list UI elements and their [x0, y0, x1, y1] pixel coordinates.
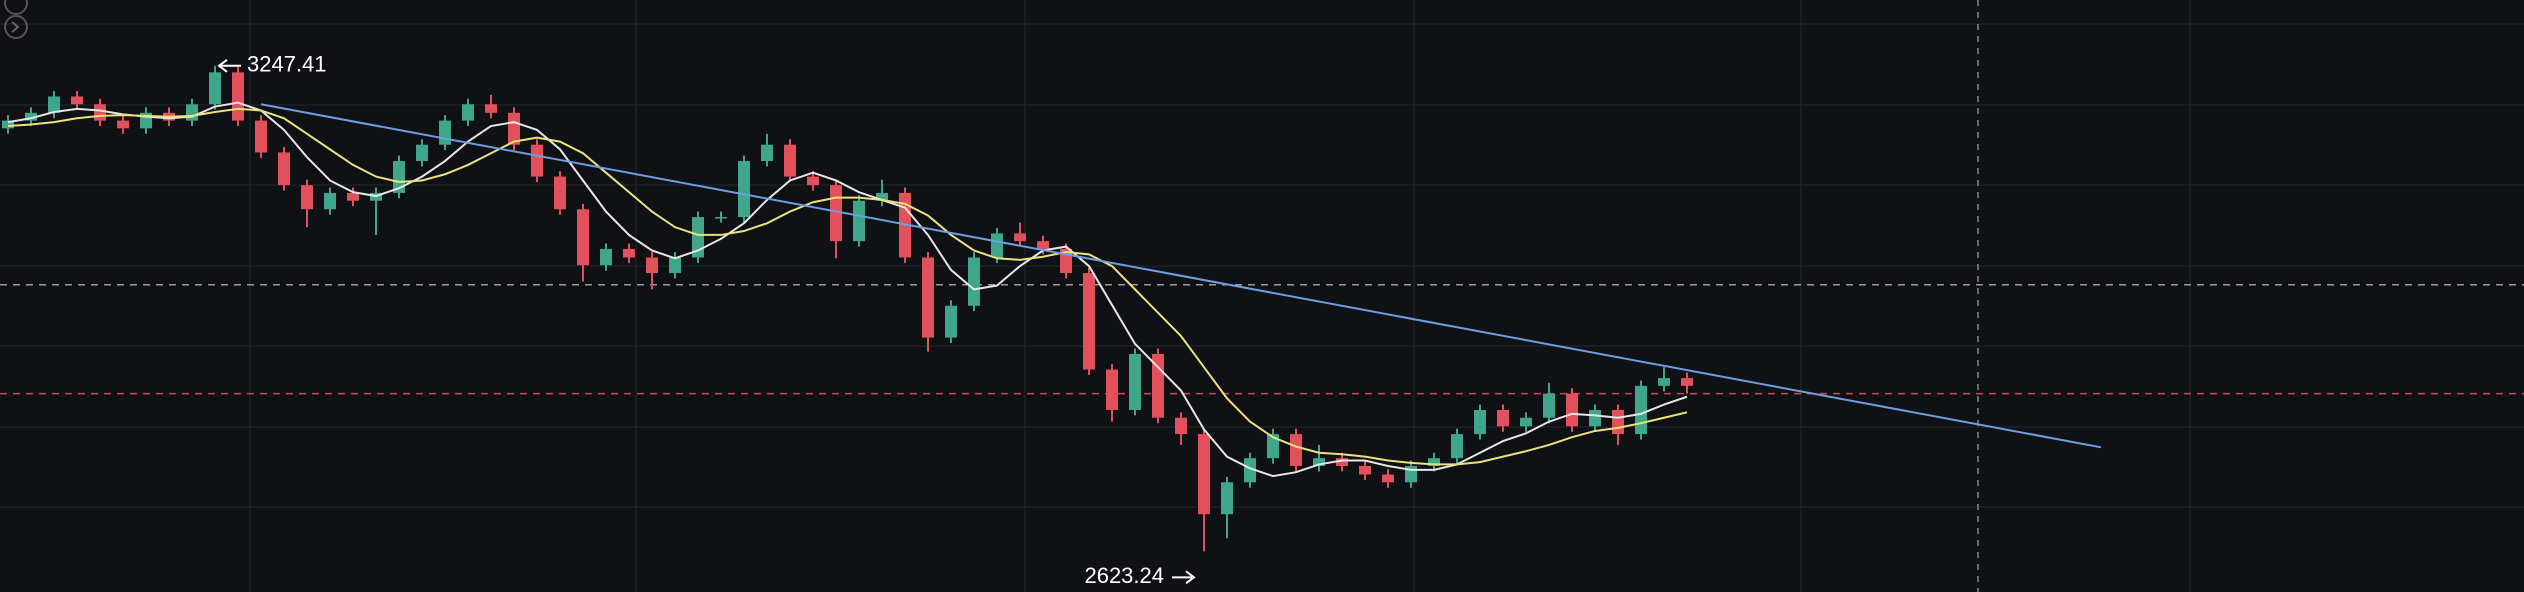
- candle-body: [784, 144, 796, 177]
- candle-body: [1681, 378, 1693, 386]
- candle-body: [1129, 353, 1141, 410]
- candle-body: [738, 161, 750, 218]
- candle-body: [209, 72, 221, 105]
- candle-body: [1474, 409, 1486, 435]
- candle-body: [508, 112, 520, 145]
- candle-body: [1106, 369, 1118, 410]
- candle-body: [1267, 434, 1279, 459]
- candle-body: [1543, 393, 1555, 418]
- max-label: 3247.41: [247, 52, 327, 77]
- candle-body: [347, 192, 359, 201]
- candle-body: [991, 233, 1003, 258]
- candle-body: [1658, 378, 1670, 386]
- candle-body: [1221, 482, 1233, 515]
- candle-body: [485, 104, 497, 113]
- candle-body: [1566, 393, 1578, 427]
- candle-body: [416, 144, 428, 162]
- trend-line: [260, 103, 2102, 449]
- candle-body: [1428, 458, 1440, 466]
- candle-body: [807, 176, 819, 186]
- candle-body: [876, 192, 888, 201]
- candle-body: [623, 248, 635, 258]
- candle-body: [324, 192, 336, 210]
- candle-body: [25, 112, 37, 121]
- moving-average: [7, 107, 1688, 466]
- min-label: 2623.24: [1084, 563, 1164, 588]
- plot: 3247.41 2623.24: [0, 52, 2524, 588]
- candle-body: [922, 257, 934, 338]
- candle-body: [600, 248, 612, 266]
- candle-body: [577, 209, 589, 266]
- candle-body: [1083, 273, 1095, 370]
- candle-body: [1451, 434, 1463, 459]
- candle-body: [48, 96, 60, 113]
- candle-body: [1244, 458, 1256, 483]
- candle-body: [1520, 417, 1532, 427]
- candle-body: [1589, 409, 1601, 427]
- candle-body: [945, 305, 957, 338]
- candle-body: [692, 217, 704, 258]
- candle-body: [117, 120, 129, 129]
- toolbar-icon[interactable]: [4, 0, 28, 15]
- candle-body: [1014, 233, 1026, 242]
- moving-average: [7, 101, 1688, 478]
- candle-body: [853, 200, 865, 242]
- candle-body: [1612, 409, 1624, 435]
- candle-body: [278, 152, 290, 186]
- candle-body: [968, 257, 980, 306]
- candle-body: [1198, 434, 1210, 515]
- toolbar-icon[interactable]: [4, 15, 28, 39]
- candle-body: [1382, 474, 1394, 483]
- candle-body: [439, 120, 451, 145]
- candle-body: [255, 120, 267, 153]
- candle-body: [1313, 458, 1325, 466]
- candle-body: [71, 96, 83, 105]
- candle-body: [94, 104, 106, 121]
- candle-body: [761, 144, 773, 162]
- candle-body: [1290, 434, 1302, 466]
- candle-body: [669, 257, 681, 274]
- candle-body: [393, 161, 405, 193]
- candle-body: [531, 144, 543, 177]
- label-arrow: [217, 59, 241, 73]
- toolbar-icon-glyph: [11, 21, 20, 33]
- candle-body: [1175, 417, 1187, 435]
- candle-body: [554, 176, 566, 210]
- candle-body: [186, 104, 198, 121]
- candle-body: [232, 72, 244, 121]
- candle-body: [715, 217, 727, 219]
- label-arrow: [1172, 570, 1196, 585]
- candle-body: [2, 120, 14, 129]
- candle-body: [1635, 385, 1647, 435]
- candle-body: [1359, 465, 1371, 475]
- candle-body: [1497, 409, 1509, 427]
- candle-body: [462, 104, 474, 121]
- candle-body: [646, 257, 658, 274]
- candle-body: [1037, 241, 1049, 249]
- candle-body: [301, 185, 313, 210]
- candle-body: [1336, 458, 1348, 466]
